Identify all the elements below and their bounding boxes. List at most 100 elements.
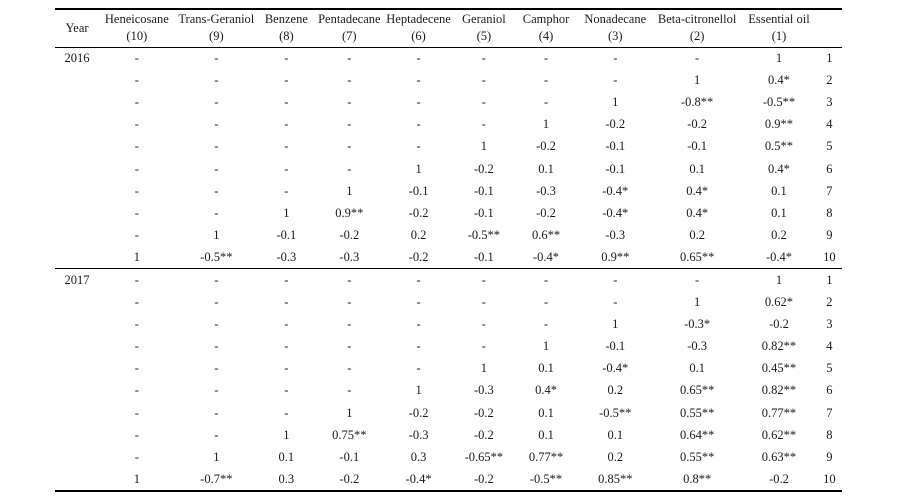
year-spacer: [55, 291, 99, 313]
value-cell: -: [416, 50, 421, 65]
value-cell: -: [416, 316, 421, 331]
value-cell: 0.1: [538, 405, 554, 420]
header-row: Year Heneicosane (10) Trans-Geraniol (9) Benz…: [55, 9, 842, 47]
column-code: (7): [342, 29, 357, 44]
column-header-geraniol: Geraniol (5): [453, 9, 514, 47]
row-number: 9: [826, 449, 833, 464]
value-cell: 0.4*: [768, 72, 790, 87]
column-name: Essential oil: [748, 12, 810, 27]
value-cell: 0.2: [689, 228, 705, 243]
value-cell: -0.3: [605, 228, 626, 243]
value-cell: 0.85**: [598, 471, 633, 486]
value-cell: 0.2: [607, 449, 624, 464]
value-cell: -0.8**: [680, 94, 714, 109]
table-body: 2016- - - - - - - - -1 1- - - - - - - -1 0.4* 2- - - - - - -1 -0.…: [55, 47, 842, 491]
column-code: (6): [411, 29, 426, 44]
value-cell: -: [347, 117, 352, 132]
year-label: 2016: [64, 50, 90, 65]
year-spacer: [55, 69, 99, 91]
value-cell: -: [347, 139, 352, 154]
table-row: - - - - 1 -0.2 0.1 -0.1 0.1 0.4* 6: [55, 158, 842, 180]
value-cell: 1: [213, 449, 220, 464]
value-cell: -: [481, 272, 486, 287]
value-cell: 0.64**: [679, 427, 715, 442]
value-cell: -: [134, 161, 139, 176]
value-cell: -: [613, 294, 618, 309]
table-row: - - 1 0.9** -0.2 -0.1 -0.2 -0.4* 0.4* 0.1 8: [55, 202, 842, 224]
year-spacer: [55, 402, 99, 424]
column-code: (1): [771, 29, 787, 44]
value-cell: -: [416, 339, 421, 354]
value-cell: -: [613, 72, 618, 87]
value-cell: -0.4*: [765, 250, 792, 265]
value-cell: -: [284, 383, 289, 398]
value-cell: -: [214, 205, 219, 220]
value-cell: 1: [612, 94, 619, 109]
value-cell: -: [284, 339, 289, 354]
value-cell: -0.3*: [684, 316, 711, 331]
value-cell: 0.5**: [764, 139, 794, 154]
value-cell: -0.4*: [602, 205, 629, 220]
year-spacer: [55, 91, 99, 113]
table-row: - - - - - - - - 1 0.62* 2: [55, 291, 842, 313]
value-cell: -: [134, 72, 139, 87]
value-cell: -: [695, 272, 700, 287]
value-cell: -: [134, 294, 139, 309]
column-code: (10): [126, 29, 148, 44]
table-row: 1 -0.5** -0.3 -0.3 -0.2 -0.1 -0.4* 0.9** 0.65** -…: [55, 247, 842, 269]
year-spacer: [55, 335, 99, 357]
value-cell: 1: [415, 383, 422, 398]
value-cell: -: [214, 117, 219, 132]
table-row: 1 -0.7** 0.3 -0.2 -0.4* -0.2 -0.5** 0.85** 0.8**…: [55, 469, 842, 491]
value-cell: 0.75**: [332, 427, 367, 442]
value-cell: -: [134, 361, 139, 376]
column-header-heneicosane: Heneicosane (10): [99, 9, 175, 47]
value-cell: -: [284, 161, 289, 176]
row-number: 10: [823, 250, 836, 265]
value-cell: 0.8**: [683, 471, 712, 486]
value-cell: -: [284, 183, 289, 198]
value-cell: -0.2: [536, 205, 556, 220]
value-cell: -: [134, 117, 139, 132]
table-row: - - - - 1 -0.3 0.4* 0.2 0.65** 0.82** 6: [55, 380, 842, 402]
value-cell: 0.45**: [761, 361, 797, 376]
value-cell: -0.3: [473, 383, 494, 398]
value-cell: 0.55**: [679, 405, 715, 420]
value-cell: -: [134, 427, 139, 442]
value-cell: -: [284, 272, 289, 287]
value-cell: -0.3: [408, 427, 429, 442]
value-cell: -0.5**: [529, 471, 563, 486]
row-number: 8: [826, 205, 833, 220]
column-header-essential-oil: Essential oil (1): [741, 9, 817, 47]
column-header-row-number: [817, 9, 842, 47]
value-cell: 0.1: [538, 361, 554, 376]
value-cell: -: [134, 205, 139, 220]
table-header: Year Heneicosane (10) Trans-Geraniol (9) Benz…: [55, 9, 842, 47]
value-cell: -0.2: [473, 405, 494, 420]
year-spacer: [55, 358, 99, 380]
value-cell: -: [284, 361, 289, 376]
column-name: Beta-citronellol: [657, 12, 737, 27]
row-number: 2: [826, 294, 833, 309]
value-cell: 0.2: [410, 228, 427, 243]
table-row: - - - - - - - 1 -0.3* -0.2 3: [55, 313, 842, 335]
value-cell: -0.3: [339, 250, 360, 265]
value-cell: 0.3: [278, 471, 295, 486]
year-spacer: [55, 380, 99, 402]
value-cell: -0.4*: [533, 250, 560, 265]
value-cell: -0.1: [473, 205, 494, 220]
value-cell: -0.1: [408, 183, 429, 198]
table-row: 2016 - - - - - - - - - 1 1: [55, 47, 842, 69]
year-label: 2017: [64, 272, 90, 287]
value-cell: -: [543, 272, 549, 287]
value-cell: 0.1: [538, 427, 554, 442]
value-cell: 0.1: [538, 161, 554, 176]
column-name: Benzene: [264, 12, 308, 27]
value-cell: 1: [694, 294, 701, 309]
value-cell: -0.65**: [464, 449, 504, 464]
value-cell: 0.62*: [764, 294, 794, 309]
value-cell: -: [214, 161, 219, 176]
table-row: - - - - - - - - 1 0.4* 2: [55, 69, 842, 91]
value-cell: -: [481, 94, 486, 109]
value-cell: -: [214, 361, 219, 376]
